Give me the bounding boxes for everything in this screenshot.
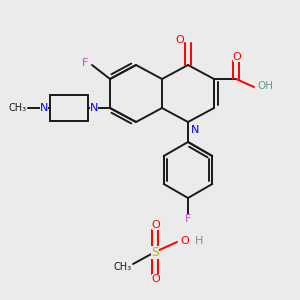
Text: H: H <box>195 236 203 246</box>
Text: O: O <box>152 220 160 230</box>
Text: O: O <box>232 52 242 62</box>
Text: N: N <box>40 103 48 113</box>
Text: F: F <box>82 58 88 68</box>
Text: O: O <box>181 236 189 246</box>
Text: F: F <box>185 214 191 224</box>
Text: CH₃: CH₃ <box>114 262 132 272</box>
Text: N: N <box>191 125 199 135</box>
Text: OH: OH <box>257 81 273 91</box>
Text: S: S <box>151 245 159 259</box>
Text: CH₃: CH₃ <box>9 103 27 113</box>
Text: O: O <box>176 35 184 45</box>
Text: O: O <box>152 274 160 284</box>
Text: N: N <box>90 103 98 113</box>
